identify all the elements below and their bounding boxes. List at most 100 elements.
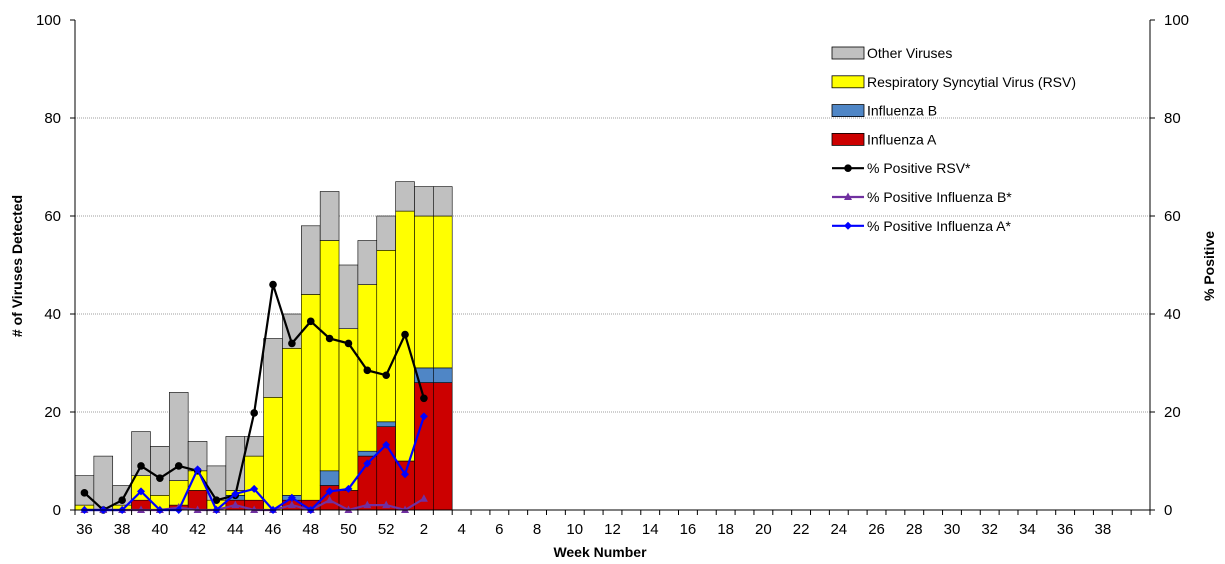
bar-segment: [414, 186, 434, 217]
bar-segment: [433, 186, 453, 217]
bar-segment: [376, 250, 396, 423]
y-right-tick-label: 60: [1164, 208, 1181, 225]
x-tick-label: 4: [457, 521, 465, 538]
data-point: [344, 505, 353, 513]
bar-segment: [376, 215, 396, 251]
legend-swatch: [831, 132, 865, 146]
y-left-tick-label: 40: [44, 306, 61, 323]
x-tick-label: 32: [981, 521, 998, 538]
y-right-tick-label: 40: [1164, 306, 1181, 323]
legend-swatch: [831, 104, 865, 117]
data-point: [325, 495, 334, 504]
data-point: [363, 500, 372, 509]
y-right-tick-label: 80: [1164, 110, 1181, 127]
x-tick-label: 18: [717, 521, 734, 538]
bar-segment: [93, 455, 114, 511]
y-left-tick-label: 20: [44, 404, 61, 421]
axes: [70, 19, 1155, 515]
data-point: [401, 470, 410, 479]
bar-segment: [301, 225, 321, 295]
legend-marker: [844, 221, 852, 230]
x-tick-label: 42: [189, 521, 206, 538]
legend-marker: [844, 192, 852, 200]
data-point: [344, 484, 353, 493]
x-tick-label: 38: [114, 521, 131, 538]
data-point: [193, 505, 202, 513]
x-tick-label: 8: [533, 521, 541, 538]
x-tick-labels: 36 38 40 42 44 46 48 50 52 2 4 6 8 10 12 14 16 18 20 22 24 26…: [76, 521, 1111, 538]
x-tick-label: 28: [906, 521, 923, 538]
y-left-tick-label: 0: [53, 502, 61, 519]
legend-label: Influenza A: [867, 131, 937, 147]
x-tick-label: 36: [76, 521, 93, 538]
y-right-tick-label: 20: [1164, 404, 1181, 421]
data-point: [156, 474, 164, 482]
x-tick-label: 22: [793, 521, 810, 538]
bar-segment: [433, 215, 453, 369]
bar-segment: [150, 445, 170, 496]
data-point: [231, 489, 240, 498]
legend-label: % Positive RSV*: [867, 160, 971, 176]
data-point: [250, 505, 259, 513]
data-point: [137, 462, 145, 470]
data-point: [382, 500, 391, 509]
x-tick-label: 14: [642, 521, 659, 538]
data-point: [269, 280, 277, 289]
data-point: [212, 496, 221, 505]
bar-segment: [263, 338, 283, 398]
data-point: [250, 409, 258, 417]
data-point: [287, 493, 296, 502]
x-tick-label: 6: [495, 521, 503, 538]
legend-swatch: [831, 75, 865, 89]
bar-segment: [414, 215, 434, 369]
legend-label: Influenza B: [867, 103, 937, 119]
y-right-tick-labels: 0 20 40 60 80 100: [1164, 12, 1189, 519]
grid-lines: [75, 117, 1150, 413]
data-point: [382, 371, 390, 380]
bar-segment: [376, 426, 396, 511]
data-point: [231, 500, 240, 509]
x-tick-label: 20: [755, 521, 772, 538]
y-right-tick-label: 100: [1164, 12, 1189, 29]
bar-segment: [319, 470, 340, 486]
bar-segment: [244, 455, 264, 501]
bar-segment: [338, 264, 359, 330]
data-point: [363, 366, 372, 375]
legend: Other Viruses Respiratory Syncytial Virus…: [831, 45, 1076, 234]
data-point: [174, 462, 183, 470]
x-tick-label: 16: [680, 521, 697, 538]
bar-segment: [395, 181, 415, 212]
y-right-axis-title: % Positive: [1201, 231, 1217, 301]
data-point: [363, 459, 372, 468]
bar-segment: [433, 382, 453, 511]
data-point: [80, 489, 89, 497]
data-point: [118, 496, 126, 505]
legend-label: Other Viruses: [867, 45, 952, 61]
x-tick-label: 10: [566, 521, 583, 538]
x-tick-label: 26: [868, 521, 885, 538]
x-tick-label: 52: [378, 521, 395, 538]
x-tick-label: 12: [604, 521, 621, 538]
data-point: [401, 330, 409, 339]
bar-segment: [433, 367, 453, 383]
bar-segment: [282, 347, 302, 496]
y-left-tick-label: 100: [36, 12, 61, 29]
data-point: [325, 487, 334, 496]
y-left-axis-title: # of Viruses Detected: [9, 195, 25, 337]
y-left-tick-labels: 0 20 40 60 80 100: [36, 12, 61, 519]
bar-segment: [376, 421, 396, 427]
legend-swatch: [831, 46, 865, 60]
data-point: [287, 500, 296, 509]
data-point: [306, 317, 315, 326]
series-lines: [80, 280, 428, 514]
x-tick-label: 46: [265, 521, 282, 538]
data-point: [344, 339, 353, 348]
bar-segment: [319, 240, 340, 472]
x-axis-title: Week Number: [553, 544, 647, 560]
legend-label: Respiratory Syncytial Virus (RSV): [867, 74, 1076, 90]
bar-segment: [263, 396, 283, 511]
data-point: [137, 487, 146, 496]
bar-segment: [357, 240, 378, 285]
x-tick-label: 36: [1057, 521, 1074, 538]
